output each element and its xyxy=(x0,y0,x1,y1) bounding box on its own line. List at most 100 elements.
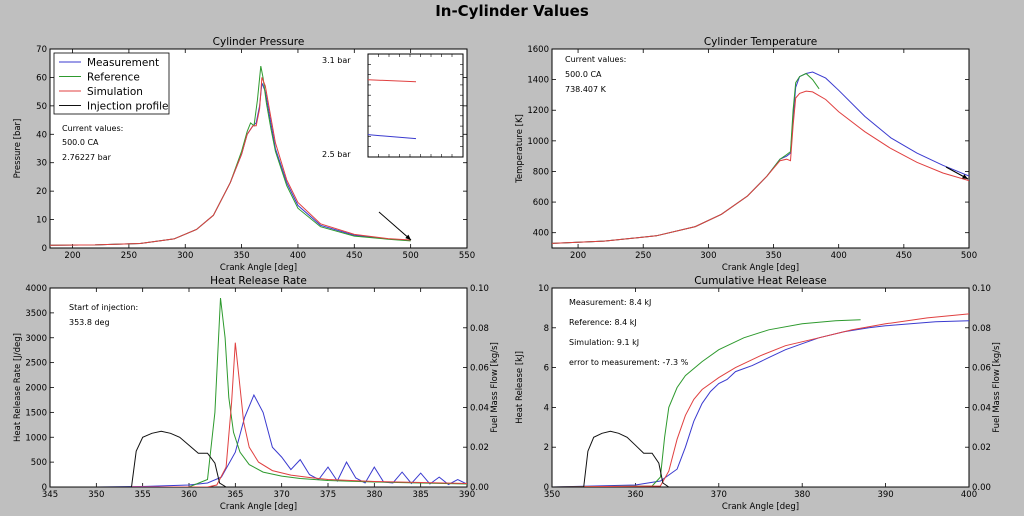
y-tick-label: 3000 xyxy=(25,334,47,344)
x-tick-label: 360 xyxy=(627,490,643,500)
legend-box xyxy=(53,52,170,115)
chart-2: Heat Release Rate Crank Angle [deg] Heat R… xyxy=(13,275,500,512)
y-axis-label: Temperature [K] xyxy=(515,114,525,184)
y-axis-label: Heat Release Rate [J/deg] xyxy=(13,333,23,442)
x-tick-label: 250 xyxy=(121,251,137,261)
y-tick-label: 4 xyxy=(544,403,549,413)
y-tick-label: 600 xyxy=(533,198,549,208)
chart-title: Cylinder Temperature xyxy=(704,36,817,48)
x-axis-label: Crank Angle [deg] xyxy=(722,502,799,512)
x-tick-label: 365 xyxy=(227,490,243,500)
y-right-axis-label: Fuel Mass Flow [kg/s] xyxy=(992,342,1002,433)
annotation-text: 500.0 CA xyxy=(565,70,602,79)
y-axis-label: Pressure [bar] xyxy=(13,119,23,179)
x-tick-label: 350 xyxy=(88,490,104,500)
y-tick-label: 0 xyxy=(42,483,47,493)
y-tick-label: 10 xyxy=(36,216,47,226)
y-right-tick-label: 0.00 xyxy=(972,483,991,493)
annotation-text: Simulation: 9.1 kJ xyxy=(569,338,639,347)
y-tick-label: 10 xyxy=(538,284,549,294)
series-simulation xyxy=(552,90,969,244)
chart-title: Cumulative Heat Release xyxy=(694,275,827,287)
x-tick-label: 375 xyxy=(320,490,336,500)
series-simulation xyxy=(552,313,969,487)
x-tick-label: 380 xyxy=(794,490,810,500)
x-tick-label: 200 xyxy=(570,251,586,261)
current-value-arrow-pressure-head xyxy=(405,234,411,240)
y-tick-label: 0 xyxy=(544,483,549,493)
y-right-tick-label: 0.02 xyxy=(470,443,489,453)
legend-label: Measurement xyxy=(87,57,159,69)
plot-area xyxy=(551,48,970,249)
x-tick-label: 550 xyxy=(459,251,475,261)
y-tick-label: 2500 xyxy=(25,359,47,369)
y-right-tick-label: 0.04 xyxy=(972,403,991,413)
y-right-tick-label: 0.10 xyxy=(470,284,489,294)
plot-area xyxy=(49,287,468,488)
y-right-tick-label: 0.04 xyxy=(470,403,489,413)
y-tick-label: 70 xyxy=(36,45,47,55)
x-tick-label: 450 xyxy=(346,251,362,261)
x-tick-label: 370 xyxy=(274,490,290,500)
inset-zoom: 3.1 bar 2.5 bar xyxy=(322,53,464,159)
x-tick-label: 355 xyxy=(135,490,151,500)
y-tick-label: 1500 xyxy=(25,408,47,418)
y-axis-label: Heat Release [kJ] xyxy=(515,351,525,424)
y-right-tick-label: 0.08 xyxy=(470,324,489,334)
y-tick-label: 1000 xyxy=(25,433,47,443)
annotation-text: Current values: xyxy=(62,124,123,133)
x-tick-label: 300 xyxy=(700,251,716,261)
x-tick-label: 350 xyxy=(233,251,249,261)
y-tick-label: 50 xyxy=(36,102,47,112)
x-tick-label: 400 xyxy=(961,490,977,500)
x-tick-label: 390 xyxy=(459,490,475,500)
figure-title: In-Cylinder Values xyxy=(435,2,589,20)
annotation-text: 2.76227 bar xyxy=(62,153,112,162)
x-axis-label: Crank Angle [deg] xyxy=(220,502,297,512)
annotation-text: 500.0 CA xyxy=(62,138,99,147)
inset-bottom-label: 2.5 bar xyxy=(322,150,351,159)
y-tick-label: 1200 xyxy=(527,106,549,116)
y-tick-label: 1000 xyxy=(527,137,549,147)
x-tick-label: 345 xyxy=(42,490,58,500)
x-tick-label: 500 xyxy=(403,251,419,261)
y-tick-label: 2000 xyxy=(25,384,47,394)
chart-3: Cumulative Heat Release Crank Angle [deg]… xyxy=(515,275,1002,512)
y-tick-label: 3500 xyxy=(25,309,47,319)
y-right-tick-label: 0.00 xyxy=(470,483,489,493)
x-tick-label: 380 xyxy=(366,490,382,500)
chart-1: Cylinder Temperature Crank Angle [deg] Tem… xyxy=(515,36,977,273)
chart-title: Heat Release Rate xyxy=(210,275,307,287)
y-tick-label: 30 xyxy=(36,159,47,169)
y-tick-label: 500 xyxy=(31,458,47,468)
y-tick-label: 400 xyxy=(533,229,549,239)
y-right-tick-label: 0.08 xyxy=(972,324,991,334)
y-right-tick-label: 0.02 xyxy=(972,443,991,453)
x-tick-label: 370 xyxy=(711,490,727,500)
x-tick-label: 400 xyxy=(831,251,847,261)
y-right-tick-label: 0.10 xyxy=(972,284,991,294)
y-right-tick-label: 0.06 xyxy=(470,364,489,374)
x-tick-label: 350 xyxy=(765,251,781,261)
y-right-tick-label: 0.06 xyxy=(972,364,991,374)
y-tick-label: 40 xyxy=(36,130,47,140)
x-tick-label: 390 xyxy=(877,490,893,500)
series-simulation xyxy=(50,77,411,246)
x-tick-label: 200 xyxy=(64,251,80,261)
plot-area xyxy=(551,287,970,488)
inset-measurement-line xyxy=(367,134,417,140)
series-simulation xyxy=(50,342,467,487)
series-injection-profile xyxy=(552,430,969,487)
legend-label: Injection profile xyxy=(87,101,169,113)
x-tick-label: 500 xyxy=(961,251,977,261)
annotation-text: error to measurement: -7.3 % xyxy=(569,358,689,367)
x-axis-label: Crank Angle [deg] xyxy=(220,263,297,273)
inset-top-label: 3.1 bar xyxy=(322,56,351,65)
legend: Measurement Reference Simulation Injection … xyxy=(53,52,170,115)
y-right-axis-label: Fuel Mass Flow [kg/s] xyxy=(490,342,500,433)
annotation-text: Reference: 8.4 kJ xyxy=(569,318,637,327)
y-tick-label: 800 xyxy=(533,167,549,177)
y-tick-label: 20 xyxy=(36,187,47,197)
x-tick-label: 350 xyxy=(544,490,560,500)
